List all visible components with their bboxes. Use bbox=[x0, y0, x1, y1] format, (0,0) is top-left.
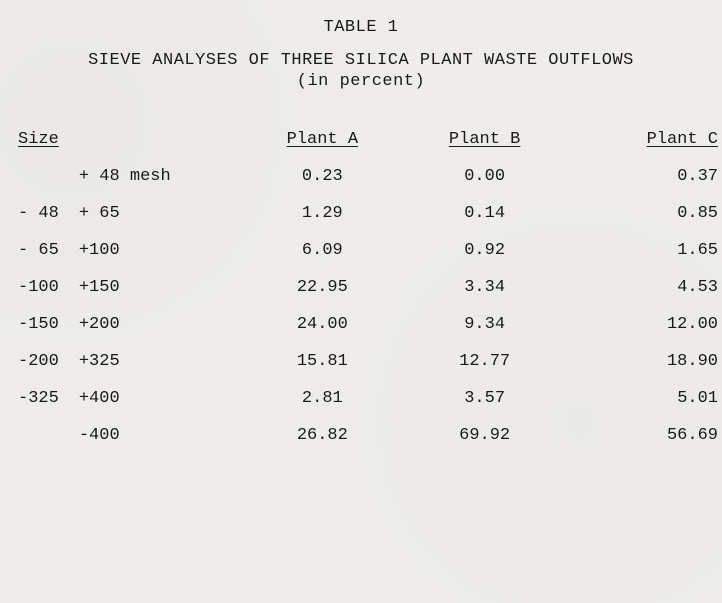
table-row: - 48+ 651.290.140.85 bbox=[18, 195, 718, 232]
col-header-plant-c-label: Plant C bbox=[647, 130, 718, 149]
table-row: + 48 mesh0.230.000.37 bbox=[18, 158, 718, 195]
col-header-plant-b: Plant B bbox=[403, 121, 565, 158]
cell-plant-c: 0.85 bbox=[566, 195, 718, 232]
cell-plant-c: 4.53 bbox=[566, 269, 718, 306]
cell-plant-b: 0.92 bbox=[403, 232, 565, 269]
cell-size-plus: +325 bbox=[79, 343, 241, 380]
sieve-table: Size Plant A Plant B Plant C + 48 mesh0.… bbox=[18, 121, 718, 454]
cell-size-plus: -400 bbox=[79, 417, 241, 454]
col-header-plant-a-label: Plant A bbox=[287, 130, 358, 149]
cell-plant-b: 0.00 bbox=[403, 158, 565, 195]
cell-plant-a: 1.29 bbox=[241, 195, 403, 232]
table-body: + 48 mesh0.230.000.37- 48+ 651.290.140.8… bbox=[18, 158, 718, 454]
cell-plant-b: 3.34 bbox=[403, 269, 565, 306]
cell-size-minus bbox=[18, 417, 79, 454]
col-header-size-label: Size bbox=[18, 130, 59, 149]
cell-size-minus: -200 bbox=[18, 343, 79, 380]
cell-plant-a: 24.00 bbox=[241, 306, 403, 343]
cell-plant-b: 9.34 bbox=[403, 306, 565, 343]
col-header-plant-a: Plant A bbox=[241, 121, 403, 158]
cell-plant-a: 22.95 bbox=[241, 269, 403, 306]
table-header-row: Size Plant A Plant B Plant C bbox=[18, 121, 718, 158]
cell-size-plus: +100 bbox=[79, 232, 241, 269]
cell-size-plus: +400 bbox=[79, 380, 241, 417]
cell-size-minus: - 48 bbox=[18, 195, 79, 232]
table-row: -100+15022.953.344.53 bbox=[18, 269, 718, 306]
table-row: -200+32515.8112.7718.90 bbox=[18, 343, 718, 380]
cell-plant-c: 0.37 bbox=[566, 158, 718, 195]
table-title: SIEVE ANALYSES OF THREE SILICA PLANT WAS… bbox=[10, 51, 712, 70]
cell-plant-b: 12.77 bbox=[403, 343, 565, 380]
table-row: -40026.8269.9256.69 bbox=[18, 417, 718, 454]
cell-size-plus: + 65 bbox=[79, 195, 241, 232]
cell-plant-a: 0.23 bbox=[241, 158, 403, 195]
table-row: - 65+1006.090.921.65 bbox=[18, 232, 718, 269]
cell-plant-c: 5.01 bbox=[566, 380, 718, 417]
cell-size-minus: - 65 bbox=[18, 232, 79, 269]
cell-size-plus: +150 bbox=[79, 269, 241, 306]
col-header-size: Size bbox=[18, 121, 241, 158]
table-row: -325+4002.813.575.01 bbox=[18, 380, 718, 417]
cell-size-minus: -325 bbox=[18, 380, 79, 417]
cell-size-minus: -100 bbox=[18, 269, 79, 306]
cell-plant-b: 69.92 bbox=[403, 417, 565, 454]
cell-plant-a: 2.81 bbox=[241, 380, 403, 417]
cell-plant-c: 12.00 bbox=[566, 306, 718, 343]
cell-size-plus: + 48 mesh bbox=[79, 158, 241, 195]
cell-size-plus: +200 bbox=[79, 306, 241, 343]
col-header-plant-c: Plant C bbox=[566, 121, 718, 158]
cell-plant-a: 15.81 bbox=[241, 343, 403, 380]
col-header-plant-b-label: Plant B bbox=[449, 130, 520, 149]
cell-size-minus bbox=[18, 158, 79, 195]
cell-size-minus: -150 bbox=[18, 306, 79, 343]
table-subtitle: (in percent) bbox=[10, 72, 712, 91]
cell-plant-c: 1.65 bbox=[566, 232, 718, 269]
cell-plant-a: 6.09 bbox=[241, 232, 403, 269]
cell-plant-a: 26.82 bbox=[241, 417, 403, 454]
table-number: TABLE 1 bbox=[10, 18, 712, 37]
cell-plant-c: 56.69 bbox=[566, 417, 718, 454]
table-row: -150+20024.009.3412.00 bbox=[18, 306, 718, 343]
cell-plant-b: 3.57 bbox=[403, 380, 565, 417]
cell-plant-c: 18.90 bbox=[566, 343, 718, 380]
cell-plant-b: 0.14 bbox=[403, 195, 565, 232]
